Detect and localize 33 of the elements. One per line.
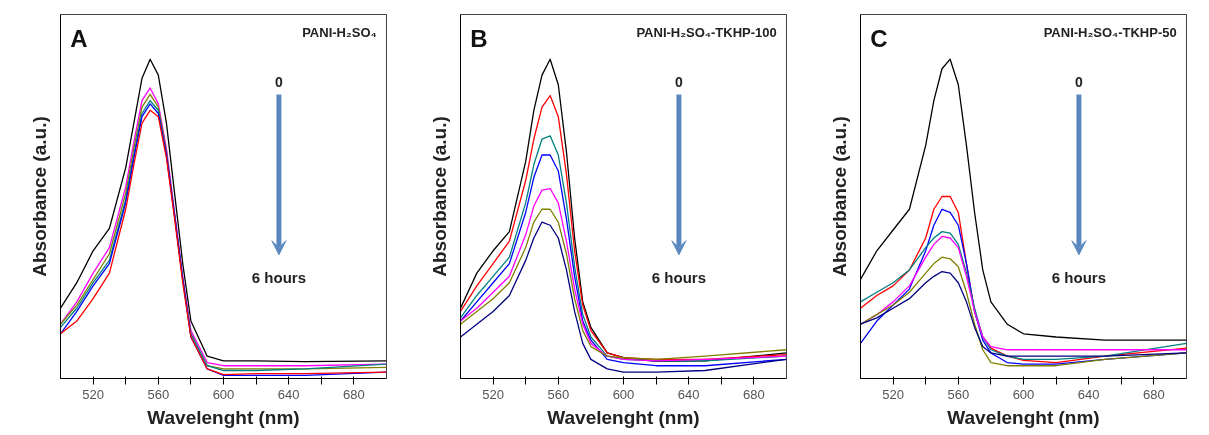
- text: PANI-H₂SO₄: [302, 25, 377, 41]
- annotation: 6 hours: [651, 269, 707, 287]
- y-axis-title: Absorbance (a.u.): [428, 116, 450, 277]
- y-axis-title: Absorbance (a.u.): [828, 116, 850, 277]
- x-axis-title: Wavelenght (nm): [947, 406, 1100, 428]
- x-tick-label: 680: [743, 386, 765, 402]
- annotation: 6 hours: [1051, 269, 1107, 287]
- x-tick-label: 520: [482, 386, 504, 402]
- x-tick-label: 520: [82, 386, 104, 402]
- x-tick-label: 640: [677, 386, 700, 402]
- text: PANI-H₂SO₄-TKHP-100: [636, 25, 777, 41]
- x-tick-label: 520: [882, 386, 904, 402]
- x-tick-label: 560: [147, 386, 170, 402]
- text: C: [870, 25, 888, 53]
- text: A: [70, 25, 88, 53]
- annotation: 6 hours: [251, 269, 307, 287]
- annotation: 0: [275, 74, 284, 91]
- x-axis-title: Wavelenght (nm): [547, 406, 700, 428]
- x-tick-label: 600: [612, 386, 635, 402]
- x-tick-label: 640: [1077, 386, 1100, 402]
- annotation: 0: [1075, 74, 1084, 91]
- y-axis-title: Absorbance (a.u.): [28, 116, 50, 277]
- x-tick-label: 600: [1012, 386, 1035, 402]
- x-tick-label: 640: [277, 386, 300, 402]
- x-tick-label: 560: [547, 386, 570, 402]
- text: PANI-H₂SO₄-TKHP-50: [1043, 25, 1177, 41]
- x-tick-label: 680: [343, 386, 365, 402]
- text: B: [470, 25, 488, 53]
- x-tick-label: 600: [212, 386, 235, 402]
- x-tick-label: 560: [947, 386, 970, 402]
- annotation: 0: [675, 74, 684, 91]
- x-tick-label: 680: [1143, 386, 1165, 402]
- x-axis-title: Wavelenght (nm): [147, 406, 300, 428]
